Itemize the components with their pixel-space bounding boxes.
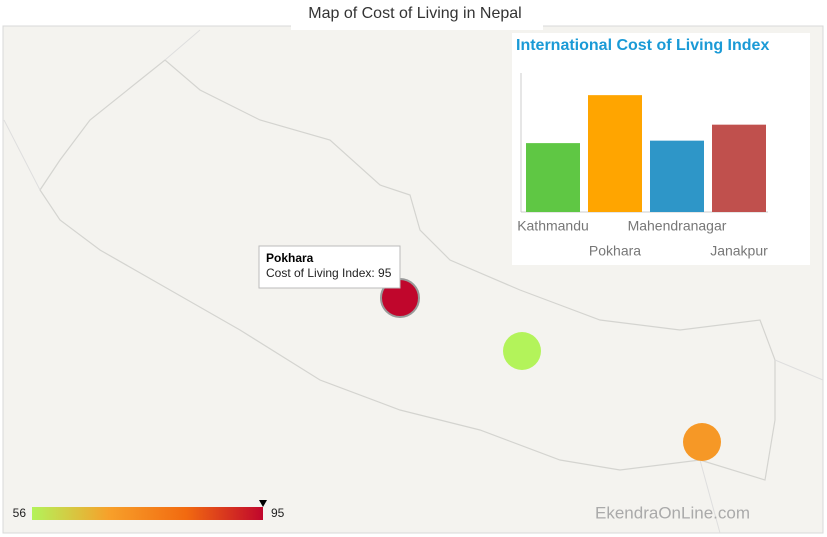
tooltip-box — [258, 245, 401, 289]
tooltip-text: Cost of Living Index: 95 — [266, 266, 392, 280]
city-marker — [503, 332, 541, 370]
bar — [712, 124, 766, 212]
tooltip-title: Pokhara — [266, 251, 314, 265]
x-tick-label: Pokhara — [589, 243, 641, 259]
x-tick-label: Mahendranagar — [628, 218, 727, 234]
color-scale — [32, 507, 263, 520]
city-marker — [683, 423, 721, 461]
map-title: Map of Cost of Living in Nepal — [308, 5, 521, 22]
x-tick-label: Janakpur — [710, 243, 768, 259]
x-tick-label: Kathmandu — [517, 218, 589, 234]
nepal-border — [39, 59, 776, 481]
bar — [526, 143, 580, 212]
scale-min: 56 — [13, 506, 27, 520]
title-box — [291, 0, 543, 30]
region-lines — [3, 29, 824, 534]
scale-pointer — [259, 500, 267, 507]
inset-title: International Cost of Living Index — [516, 37, 769, 54]
bar — [588, 95, 642, 212]
bars — [526, 95, 766, 212]
watermark: EkendraOnLine.com — [595, 503, 750, 522]
bar — [650, 140, 704, 212]
scale-max: 95 — [271, 506, 285, 520]
